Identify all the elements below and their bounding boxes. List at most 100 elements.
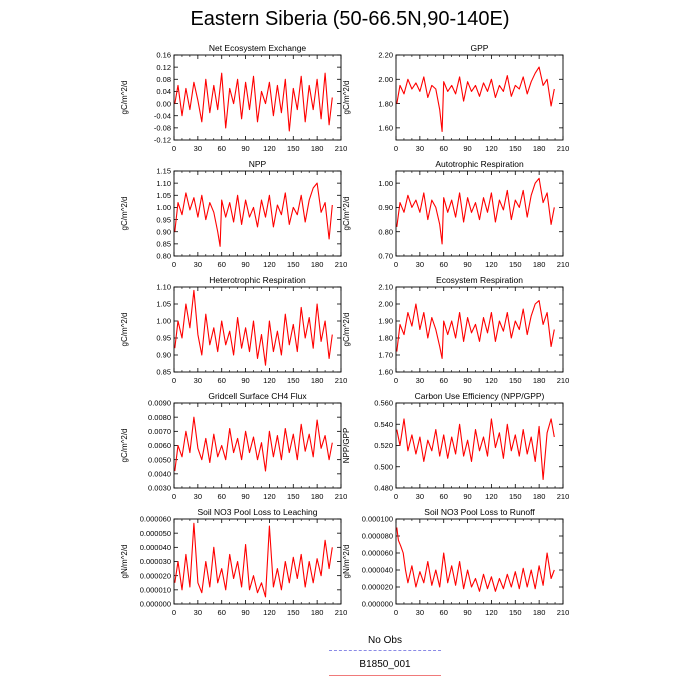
y-tick-label: 0.80 xyxy=(156,252,171,261)
y-tick-label: -0.04 xyxy=(154,111,171,120)
x-tick-label: 30 xyxy=(194,608,202,617)
x-tick-label: 210 xyxy=(557,260,570,269)
legend-label-no-obs: No Obs xyxy=(368,635,402,646)
y-tick-label: 1.70 xyxy=(378,351,393,360)
x-tick-label: 210 xyxy=(335,376,348,385)
y-tick-label: 2.00 xyxy=(378,75,393,84)
y-tick-label: 1.10 xyxy=(156,179,171,188)
y-tick-label: 1.90 xyxy=(378,317,393,326)
y-axis-label: gN/m^2/d xyxy=(120,545,129,579)
y-tick-label: 1.80 xyxy=(378,334,393,343)
y-tick-label: 0.80 xyxy=(378,227,393,236)
chart-title: Autotrophic Respiration xyxy=(435,159,524,169)
x-tick-label: 210 xyxy=(557,608,570,617)
y-tick-label: 0.000060 xyxy=(362,549,393,558)
x-tick-label: 150 xyxy=(509,260,522,269)
figure-title: Eastern Siberia (50-66.5N,90-140E) xyxy=(190,8,510,30)
x-tick-label: 0 xyxy=(394,260,398,269)
y-axis-label: gC/m^2/d xyxy=(120,313,129,347)
x-tick-label: 150 xyxy=(509,492,522,501)
x-tick-label: 90 xyxy=(463,144,471,153)
plot-frame xyxy=(173,170,342,257)
x-tick-label: 0 xyxy=(394,376,398,385)
x-tick-label: 30 xyxy=(416,376,424,385)
y-tick-label: 0.95 xyxy=(156,334,171,343)
x-tick-label: 90 xyxy=(463,492,471,501)
plot-frame xyxy=(395,170,564,257)
y-tick-label: 0.04 xyxy=(156,87,171,96)
y-tick-label: 0.000040 xyxy=(362,566,393,575)
y-tick-label: 0.85 xyxy=(156,368,171,377)
y-tick-label: 0.0080 xyxy=(148,413,171,422)
y-tick-label: 1.00 xyxy=(378,179,393,188)
x-tick-label: 60 xyxy=(440,144,448,153)
x-tick-label: 150 xyxy=(287,144,300,153)
y-tick-label: 0.000040 xyxy=(140,543,171,552)
x-tick-label: 210 xyxy=(557,376,570,385)
x-tick-label: 180 xyxy=(533,608,546,617)
y-tick-label: 0.520 xyxy=(374,441,393,450)
x-tick-label: 150 xyxy=(287,376,300,385)
y-axis-label: gC/m^2/d xyxy=(342,81,351,115)
x-tick-label: 180 xyxy=(311,260,324,269)
y-tick-label: 0.480 xyxy=(374,484,393,493)
y-tick-label: 2.10 xyxy=(378,283,393,292)
x-tick-label: 180 xyxy=(533,144,546,153)
y-tick-label: 0.000020 xyxy=(362,583,393,592)
x-tick-label: 210 xyxy=(335,144,348,153)
y-tick-label: 1.00 xyxy=(156,317,171,326)
x-tick-label: 180 xyxy=(311,492,324,501)
x-tick-label: 30 xyxy=(416,260,424,269)
data-series-line xyxy=(174,289,333,366)
x-tick-label: 180 xyxy=(533,492,546,501)
chart-title: Soil NO3 Pool Loss to Leaching xyxy=(197,507,317,517)
x-tick-label: 120 xyxy=(485,376,498,385)
x-tick-label: 60 xyxy=(218,260,226,269)
plot-frame xyxy=(173,54,342,141)
x-tick-label: 60 xyxy=(440,608,448,617)
x-tick-label: 90 xyxy=(241,376,249,385)
x-tick-label: 0 xyxy=(394,492,398,501)
y-tick-label: 0.000000 xyxy=(140,600,171,609)
x-tick-label: 60 xyxy=(218,376,226,385)
y-tick-label: 0.0030 xyxy=(148,484,171,493)
chart-title: Carbon Use Efficiency (NPP/GPP) xyxy=(415,391,545,401)
y-tick-label: 1.80 xyxy=(378,99,393,108)
data-series-line xyxy=(396,300,555,359)
chart-title: Net Ecosystem Exchange xyxy=(209,43,307,53)
y-tick-label: 0.000010 xyxy=(140,586,171,595)
y-tick-label: 0.70 xyxy=(378,252,393,261)
chart-title: GPP xyxy=(471,43,489,53)
y-tick-label: 0.560 xyxy=(374,399,393,408)
x-tick-label: 0 xyxy=(172,492,176,501)
y-tick-label: 0.90 xyxy=(378,203,393,212)
x-tick-label: 30 xyxy=(416,608,424,617)
x-tick-label: 30 xyxy=(194,260,202,269)
y-tick-label: 1.60 xyxy=(378,124,393,133)
x-tick-label: 0 xyxy=(172,144,176,153)
x-tick-label: 60 xyxy=(440,260,448,269)
x-tick-label: 120 xyxy=(263,260,276,269)
y-tick-label: 1.15 xyxy=(156,167,171,176)
x-tick-label: 0 xyxy=(394,608,398,617)
y-tick-label: 0.000080 xyxy=(362,532,393,541)
x-tick-label: 120 xyxy=(485,608,498,617)
chart-panel: Ecosystem Respiration gC/m^2/d 0 30 60 90 120 1… xyxy=(342,275,569,385)
y-axis-label: gC/m^2/d xyxy=(120,197,129,231)
y-tick-label: 0.0060 xyxy=(148,441,171,450)
chart-panel: Net Ecosystem Exchange gC/m^2/d 0 30 60 90 120… xyxy=(120,43,347,153)
data-series-line xyxy=(396,418,555,481)
y-tick-label: 0.0070 xyxy=(148,427,171,436)
data-series-line xyxy=(174,416,333,472)
y-tick-label: 0.000000 xyxy=(362,600,393,609)
x-tick-label: 180 xyxy=(533,376,546,385)
chart-title: Gridcell Surface CH4 Flux xyxy=(208,391,307,401)
y-tick-label: 0.85 xyxy=(156,240,171,249)
y-tick-label: 0.0090 xyxy=(148,399,171,408)
y-tick-label: 0.16 xyxy=(156,51,171,60)
x-tick-label: 210 xyxy=(335,260,348,269)
x-tick-label: 90 xyxy=(463,260,471,269)
chart-panel: Soil NO3 Pool Loss to Leaching gN/m^2/d 0 3… xyxy=(120,507,347,617)
x-tick-label: 30 xyxy=(194,492,202,501)
